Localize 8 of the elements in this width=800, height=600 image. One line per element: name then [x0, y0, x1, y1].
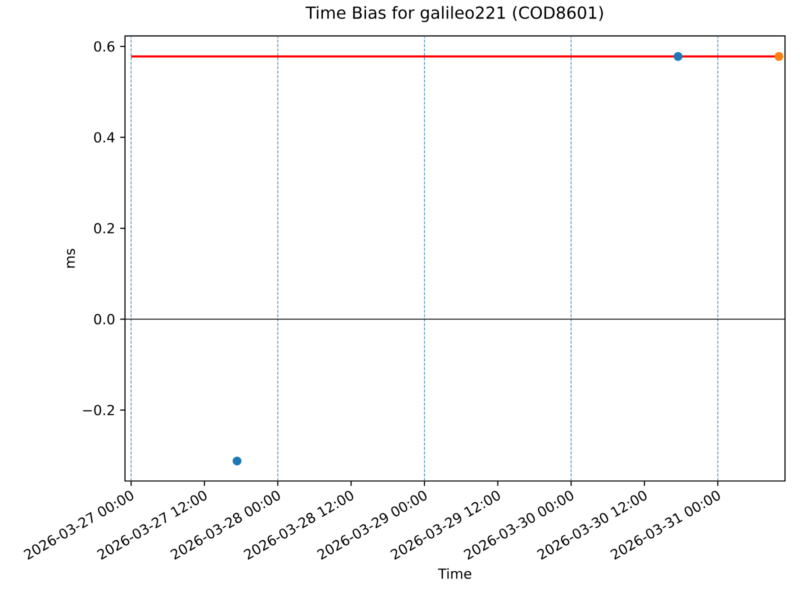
- y-tick-label: 0.6: [94, 41, 114, 52]
- y-tick-label: −0.2: [83, 404, 114, 416]
- x-axis-title: Time: [438, 568, 472, 579]
- y-tick-label: 0.2: [94, 223, 114, 234]
- y-axis-title: ms: [66, 248, 75, 268]
- y-tick-label: 0.4: [94, 132, 114, 143]
- chart-title: Time Bias for galileo221 (COD8601): [306, 6, 603, 22]
- y-tick-label: 0.0: [94, 314, 114, 324]
